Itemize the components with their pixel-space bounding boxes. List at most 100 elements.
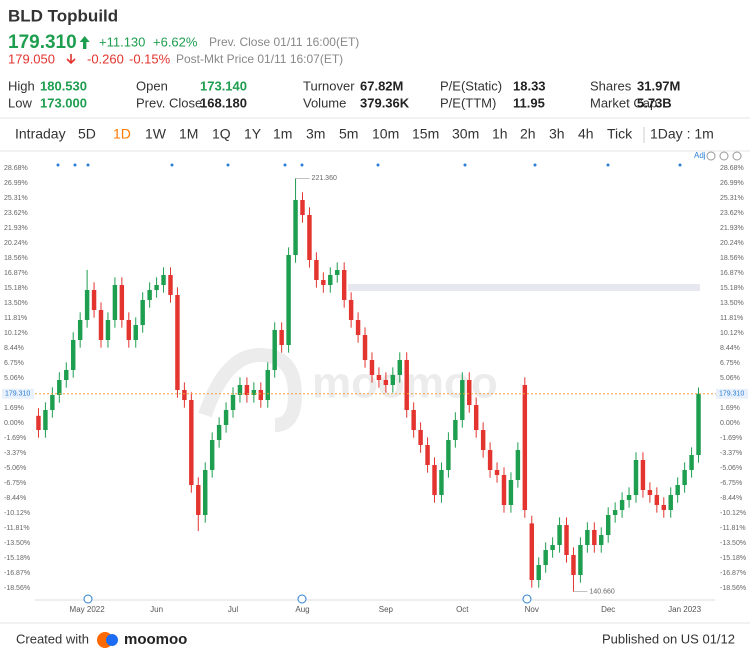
candle-body <box>237 384 243 395</box>
candle-body <box>348 299 354 321</box>
x-tick-label: Sep <box>379 605 394 614</box>
tool-icon[interactable] <box>719 151 729 161</box>
period-tab[interactable]: 1h <box>492 126 508 142</box>
candle-body <box>689 455 694 471</box>
up-arrow <box>79 36 90 49</box>
candle-body <box>77 320 83 340</box>
candle-body <box>355 320 361 336</box>
candle-body <box>487 449 493 471</box>
stat-value: 5.73B <box>637 95 672 110</box>
period-tab[interactable]: Tick <box>607 126 633 142</box>
candle-body <box>147 289 152 300</box>
x-tick-label: Oct <box>456 605 469 614</box>
candle-body <box>328 274 333 286</box>
period-tab[interactable]: 2h <box>520 126 536 142</box>
candle-body <box>619 499 625 511</box>
y-tick-label: 21.93% <box>4 225 28 232</box>
stat-value: 168.180 <box>200 95 247 110</box>
stat-value: 180.530 <box>40 78 87 93</box>
period-tab[interactable]: 3h <box>549 126 565 142</box>
period-tab[interactable]: 1M <box>179 126 198 142</box>
y-tick-label: -6.75% <box>4 480 26 487</box>
period-tab[interactable]: 5m <box>339 126 358 142</box>
y-tick-label-right: 1.69% <box>720 405 740 412</box>
candle-body <box>515 449 521 481</box>
period-tab[interactable]: 1W <box>145 126 167 142</box>
stat-label: High <box>8 78 35 93</box>
y-tick-label-right: 13.50% <box>720 300 744 307</box>
stat-label: Shares <box>590 78 632 93</box>
y-tick-label-right: 28.68% <box>720 165 744 172</box>
candle-body <box>668 495 673 511</box>
period-tab[interactable]: 3m <box>306 126 325 142</box>
period-tab[interactable]: 4h <box>578 126 594 142</box>
candle-body <box>383 379 389 385</box>
period-tab[interactable]: 1Y <box>244 126 262 142</box>
stat-value: 173.000 <box>40 95 87 110</box>
price-tag-bg <box>716 388 748 399</box>
tool-icon[interactable] <box>732 151 742 161</box>
candle-body <box>314 259 319 281</box>
candle-body <box>571 554 576 576</box>
down-arrow <box>66 54 76 65</box>
stat-label: Volume <box>303 95 346 110</box>
y-tick-label-right: -5.06% <box>720 465 742 472</box>
period-tab[interactable]: 30m <box>452 126 479 142</box>
period-tab[interactable]: 1Day : 1m <box>650 126 714 142</box>
candle-body <box>203 470 208 515</box>
candle-body <box>216 424 222 441</box>
plot: 28.68% 28.68% 26.99% 26.99% 25.31% 25.31% 23.6… <box>2 163 748 614</box>
price-band <box>348 284 700 291</box>
candle-body <box>175 295 180 391</box>
watermark-logo <box>198 347 303 432</box>
period-tab[interactable]: Intraday <box>15 126 66 142</box>
footer-published: Published on US 01/12 <box>602 631 735 646</box>
stat-label: Low <box>8 95 32 110</box>
event-marker[interactable] <box>522 594 532 604</box>
period-tab[interactable]: 10m <box>372 126 399 142</box>
last-price: 179.310 <box>8 32 77 53</box>
stats: High 180.530 Low 173.000 Open 173.140 Prev. Cl… <box>8 78 680 110</box>
y-tick-label-right: -13.50% <box>720 540 746 547</box>
period-tab[interactable]: 1Q <box>212 126 231 142</box>
event-marker[interactable] <box>83 594 93 604</box>
y-tick-label: 11.81% <box>4 315 27 322</box>
candle-body <box>196 485 201 515</box>
adj-toggle[interactable]: Adj <box>694 151 706 160</box>
y-tick-label: 0.00% <box>4 420 24 427</box>
price-change: +11.130 <box>99 34 145 49</box>
candle-body <box>258 390 264 401</box>
period-tab[interactable]: 5D <box>78 126 96 142</box>
x-tick-label: Aug <box>295 605 309 614</box>
min-price-label: 140.660 <box>589 589 614 596</box>
candle-body <box>480 430 486 450</box>
post-change: -0.260 <box>87 51 124 66</box>
y-tick-label: 25.31% <box>4 195 28 202</box>
y-tick-label-right: 15.18% <box>720 285 744 292</box>
event-dot <box>533 163 537 167</box>
candle-body <box>279 329 284 345</box>
x-tick-label: Jul <box>228 605 238 614</box>
y-tick-label: 8.44% <box>4 345 24 352</box>
y-tick-label: 10.12% <box>4 330 28 337</box>
event-marker[interactable] <box>297 594 307 604</box>
y-tick-label: -3.37% <box>4 450 26 457</box>
candle-body <box>50 394 55 410</box>
candle-body <box>272 329 277 370</box>
tool-icon[interactable] <box>706 151 716 161</box>
price-tag: 179.310 <box>719 391 744 398</box>
event-dot <box>463 163 467 167</box>
y-tick-label-right: -10.12% <box>720 510 746 517</box>
period-tab[interactable]: 1D <box>113 126 131 142</box>
candle-body <box>439 470 444 496</box>
candle-body <box>112 285 118 321</box>
period-tab[interactable]: 15m <box>412 126 439 142</box>
period-tab[interactable]: 1m <box>273 126 292 142</box>
stat-value: 379.36K <box>360 95 410 110</box>
y-tick-label-right: 8.44% <box>720 345 740 352</box>
y-tick-label-right: -18.56% <box>720 585 746 592</box>
y-tick-label: 6.75% <box>4 360 24 367</box>
y-tick-label-right: 16.87% <box>720 270 744 277</box>
candle-body <box>133 325 138 340</box>
